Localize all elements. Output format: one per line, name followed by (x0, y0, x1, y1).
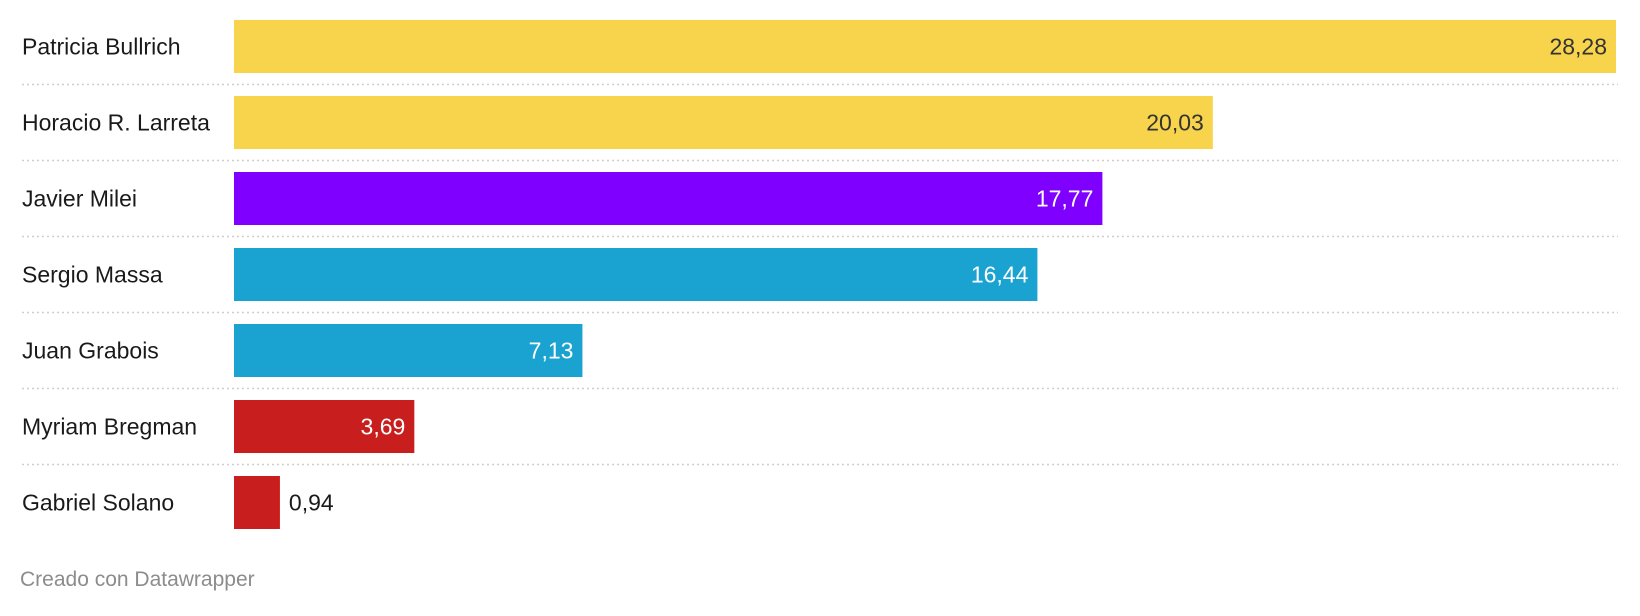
value-label: 17,77 (1036, 186, 1094, 212)
bar (234, 324, 583, 377)
category-label: Horacio R. Larreta (22, 110, 210, 136)
value-label: 20,03 (1146, 110, 1204, 136)
bar (234, 248, 1038, 301)
value-label: 3,69 (361, 414, 406, 440)
bar (234, 476, 280, 529)
category-label: Juan Grabois (22, 338, 159, 364)
bar (234, 172, 1103, 225)
value-label: 0,94 (289, 490, 334, 516)
category-label: Javier Milei (22, 186, 137, 212)
category-label: Myriam Bregman (22, 414, 197, 440)
category-label: Gabriel Solano (22, 490, 174, 516)
bar (234, 96, 1213, 149)
credit-text: Creado con Datawrapper (20, 568, 255, 591)
category-label: Patricia Bullrich (22, 34, 181, 60)
bar (234, 20, 1616, 73)
value-label: 16,44 (971, 262, 1029, 288)
value-label: 7,13 (529, 338, 574, 364)
bar (234, 400, 415, 453)
value-label: 28,28 (1549, 34, 1607, 60)
category-label: Sergio Massa (22, 262, 163, 288)
